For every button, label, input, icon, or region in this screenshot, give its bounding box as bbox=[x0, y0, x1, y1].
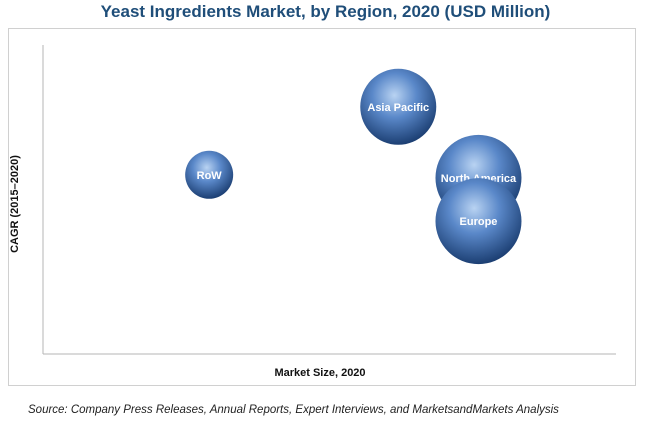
bubble-label-row: RoW bbox=[197, 170, 223, 182]
bubble-label-europe: Europe bbox=[460, 216, 498, 228]
chart-frame bbox=[8, 28, 636, 386]
x-axis-label: Market Size, 2020 bbox=[274, 367, 366, 379]
chart-title: Yeast Ingredients Market, by Region, 202… bbox=[100, 2, 551, 21]
bubble-asia-pacific bbox=[360, 68, 437, 145]
bubble-label-asia-pacific: Asia Pacific bbox=[367, 102, 429, 114]
source-note: Source: Company Press Releases, Annual R… bbox=[28, 404, 559, 416]
bubble-row bbox=[185, 150, 234, 199]
bubble-europe bbox=[435, 178, 522, 265]
